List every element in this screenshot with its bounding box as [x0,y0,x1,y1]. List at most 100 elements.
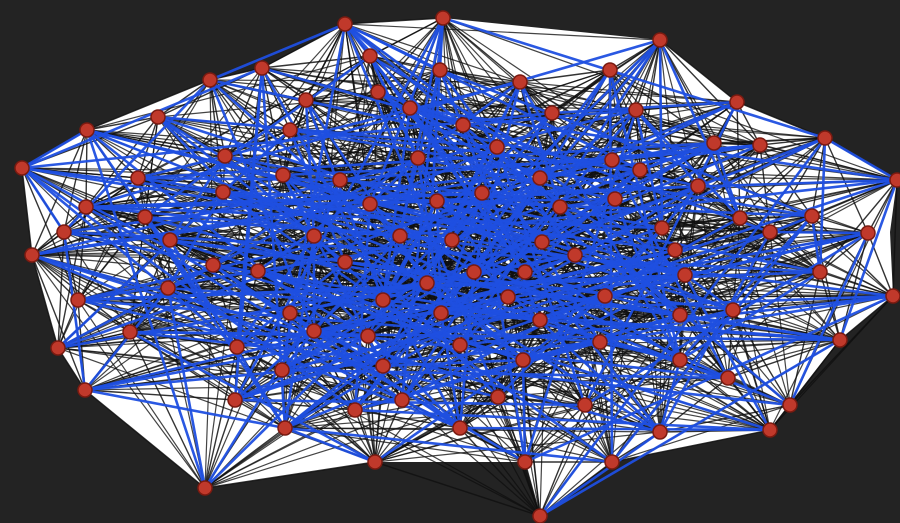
graph-node [672,307,688,323]
blue-edge [20,66,264,170]
graph-node [597,288,613,304]
black-edge [659,39,738,103]
blue-edge [76,168,642,302]
black-edge [31,254,86,391]
graph-node [602,62,618,78]
blue-edge [381,143,762,302]
blue-edge [280,141,716,372]
blue-edge [435,199,443,315]
black-edge [659,39,699,187]
graph-node [720,370,736,386]
blue-edge [283,205,562,430]
graph-node [160,280,176,296]
blue-edge [376,90,772,234]
blue-edge [472,176,542,274]
graph-node [732,210,748,226]
graph-node [817,130,833,146]
black-edge [209,79,226,157]
blue-edge [458,426,772,432]
black-edge [86,116,159,131]
graph-node [729,94,745,110]
graph-node [282,305,298,321]
graph-node [137,209,153,225]
black-edge [459,142,715,429]
black-edge [21,167,33,256]
black-edge [736,101,826,139]
black-edge [224,23,346,157]
blue-edge [156,115,499,149]
black-edge [736,101,761,146]
blue-edge [712,141,742,220]
graph-node [532,312,548,328]
graph-node [122,324,138,340]
black-edge [459,427,541,517]
graph-node [517,264,533,280]
blue-edge [658,38,742,220]
black-edge [281,369,376,463]
black-edge [639,169,898,181]
graph-node [70,292,86,308]
graph-node [500,289,516,305]
graph-node [360,328,376,344]
blue-edge [83,286,170,392]
black-edge [344,23,553,114]
graph-node [162,232,178,248]
black-edge [539,112,553,517]
blue-edge [56,156,420,350]
black-edge [84,389,206,489]
graph-node [24,247,40,263]
black-edge [261,23,346,69]
graph-node [275,167,291,183]
blue-edge [283,426,377,464]
black-edge [86,79,211,131]
graph-node [532,508,548,523]
blue-edge [472,80,522,274]
blue-edge [435,199,735,312]
black-edge [839,232,869,341]
black-edge [539,404,586,517]
graph-node [202,72,218,88]
black-edge [261,67,307,101]
black-edge [57,347,86,391]
graph-node [282,122,298,138]
black-edge [892,179,898,297]
blue-edge [343,22,442,72]
black-edge [867,232,894,297]
blue-edge [283,426,614,464]
blue-edge [128,330,377,464]
blue-edge [823,136,899,182]
graph-node [782,397,798,413]
graph-node [229,339,245,355]
black-edge [574,144,761,256]
black-edge [31,254,59,349]
graph-node [885,288,900,304]
black-edge [31,129,88,256]
black-edge [524,404,586,463]
blue-edge [343,22,735,312]
blue-edge [56,190,225,350]
graph-node [370,84,386,100]
black-edge [261,67,738,103]
blue-edge [435,199,687,277]
black-edge [541,241,586,406]
graph-node [607,191,623,207]
black-edge [137,116,159,179]
graph-node [197,480,213,496]
blue-edge [538,338,842,518]
graph-node [205,257,221,273]
graph-node [466,264,482,280]
blue-edge [56,176,542,350]
graph-node [362,48,378,64]
graph-node [532,170,548,186]
graph-node [452,337,468,353]
blue-edge [678,214,814,362]
graph-node [14,160,30,176]
black-edge [811,215,894,297]
black-edge [759,144,898,181]
blue-edge [658,358,682,434]
blue-edge [634,108,742,220]
blue-edge [610,214,814,464]
graph-node [337,254,353,270]
blue-edge [283,184,700,430]
